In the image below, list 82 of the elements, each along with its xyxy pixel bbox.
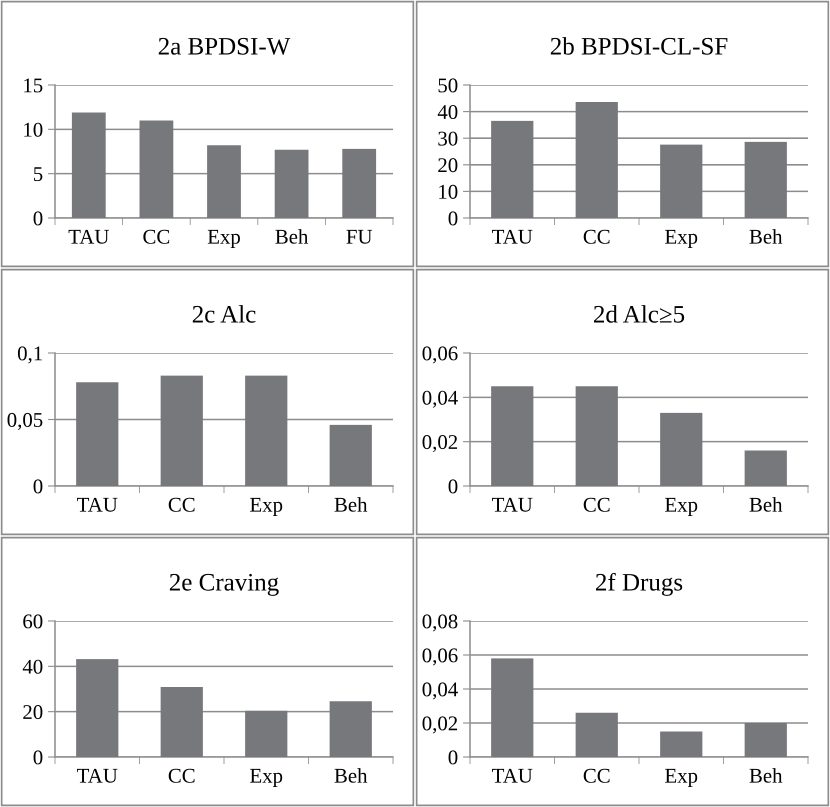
bar bbox=[491, 658, 534, 757]
x-tick-label: Exp bbox=[665, 498, 698, 516]
x-tick-label: FU bbox=[346, 230, 372, 244]
bar bbox=[76, 382, 118, 486]
chart-title: 2a BPDSI-W bbox=[158, 38, 290, 55]
x-tick-label: CC bbox=[143, 230, 170, 244]
bar bbox=[576, 102, 618, 218]
x-tick-label: Exp bbox=[250, 498, 282, 516]
bar bbox=[744, 723, 787, 757]
bar bbox=[660, 412, 702, 486]
bar bbox=[160, 376, 203, 486]
chart-title: 2b BPDSI-CL-SF bbox=[550, 37, 728, 55]
y-tick-label: 0 bbox=[448, 750, 458, 764]
x-tick-label: CC bbox=[168, 768, 194, 783]
y-tick-label: 0 bbox=[34, 211, 42, 226]
x-tick-label: CC bbox=[584, 768, 610, 783]
y-tick-label: 0 bbox=[34, 479, 42, 494]
bar bbox=[576, 712, 618, 757]
y-tick-label: 0 bbox=[448, 211, 458, 226]
y-tick-label: 0,08 bbox=[422, 614, 458, 632]
chart-title: 2d Alc≥5 bbox=[594, 305, 684, 323]
bar bbox=[491, 120, 534, 218]
y-tick-label: 0 bbox=[448, 479, 458, 494]
bar bbox=[744, 450, 787, 486]
y-tick-label: 50 bbox=[438, 78, 458, 92]
y-tick-label: 0,04 bbox=[422, 682, 458, 700]
x-tick-label: TAU bbox=[492, 230, 532, 244]
y-tick-label: 0,1 bbox=[18, 346, 42, 364]
x-tick-label: Beh bbox=[334, 768, 368, 783]
bar bbox=[274, 150, 308, 218]
bar bbox=[160, 686, 203, 757]
y-tick-label: 0,06 bbox=[422, 346, 458, 364]
bar bbox=[72, 112, 106, 218]
y-tick-label: 40 bbox=[22, 660, 42, 674]
x-tick-label: Beh bbox=[275, 229, 308, 244]
bar bbox=[491, 386, 534, 486]
y-tick-label: 10 bbox=[439, 184, 458, 199]
x-tick-label: Beh bbox=[750, 497, 782, 512]
bar bbox=[330, 424, 372, 486]
x-tick-label: Exp bbox=[665, 768, 698, 788]
x-tick-label: Beh bbox=[334, 497, 368, 512]
x-tick-label: TAU bbox=[77, 768, 118, 783]
x-tick-label: TAU bbox=[77, 498, 118, 512]
bar bbox=[140, 120, 174, 218]
chart-title: 2c Alc bbox=[192, 305, 256, 323]
y-tick-label: 0,05 bbox=[8, 412, 42, 430]
chart-title: 2f Drugs bbox=[596, 572, 682, 596]
x-tick-label: Exp bbox=[665, 230, 698, 248]
bar bbox=[342, 148, 376, 218]
y-tick-label: 30 bbox=[438, 132, 458, 146]
x-tick-label: CC bbox=[584, 230, 610, 244]
y-tick-label: 20 bbox=[23, 705, 42, 720]
y-tick-label: 15 bbox=[24, 78, 42, 92]
x-tick-label: TAU bbox=[492, 768, 532, 783]
bar bbox=[76, 659, 118, 757]
chart-title: 2e Craving bbox=[170, 574, 279, 596]
bar bbox=[245, 710, 288, 757]
bar bbox=[660, 144, 702, 218]
x-tick-label: TAU bbox=[492, 498, 532, 512]
x-tick-label: Exp bbox=[208, 230, 240, 248]
x-tick-label: CC bbox=[584, 498, 610, 512]
bar bbox=[207, 145, 241, 218]
y-tick-label: 60 bbox=[23, 614, 42, 628]
y-tick-label: 0 bbox=[34, 750, 42, 764]
x-tick-label: CC bbox=[168, 498, 194, 512]
bar bbox=[576, 386, 618, 486]
y-tick-label: 0,06 bbox=[422, 648, 458, 666]
bar bbox=[660, 732, 702, 757]
y-tick-label: 40 bbox=[438, 104, 458, 120]
bar bbox=[330, 701, 372, 757]
y-tick-label: 20 bbox=[438, 158, 458, 172]
x-tick-label: TAU bbox=[68, 230, 109, 244]
y-tick-label: 0,02 bbox=[422, 435, 458, 452]
y-tick-label: 10 bbox=[24, 122, 42, 137]
x-tick-label: Beh bbox=[750, 768, 782, 783]
y-tick-label: 0,02 bbox=[422, 716, 458, 734]
bar bbox=[744, 142, 787, 218]
bar bbox=[245, 376, 288, 486]
x-tick-label: Beh bbox=[750, 229, 782, 244]
y-tick-label: 0,04 bbox=[422, 390, 458, 408]
y-tick-label: 5 bbox=[34, 167, 42, 182]
x-tick-label: Exp bbox=[250, 768, 282, 788]
